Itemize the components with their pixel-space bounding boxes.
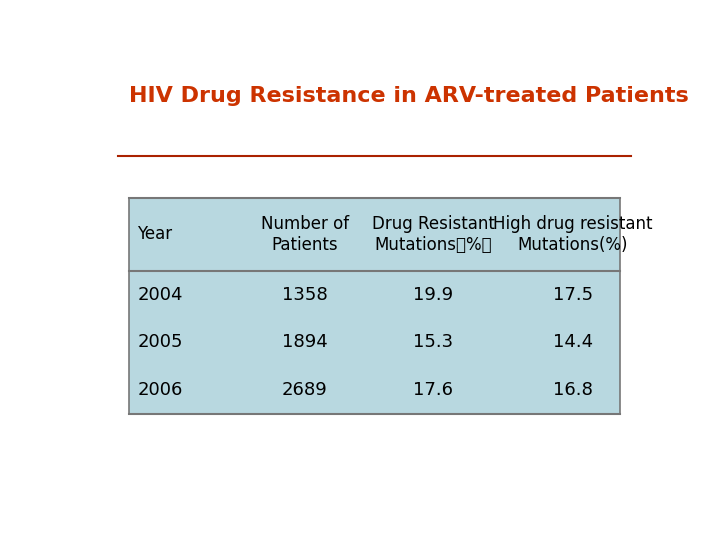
Text: HIV Drug Resistance in ARV-treated Patients: HIV Drug Resistance in ARV-treated Patie… [129,85,689,106]
Text: 14.4: 14.4 [553,333,593,352]
Text: 1358: 1358 [282,286,328,303]
Text: 17.6: 17.6 [413,381,453,399]
FancyBboxPatch shape [129,198,620,414]
Text: Year: Year [138,225,173,243]
Text: 17.5: 17.5 [553,286,593,303]
Text: 15.3: 15.3 [413,333,453,352]
Text: 2004: 2004 [138,286,183,303]
Text: Drug Resistant
Mutations（%）: Drug Resistant Mutations（%） [372,215,495,254]
Text: 2005: 2005 [138,333,183,352]
Text: 19.9: 19.9 [413,286,453,303]
Text: Number of
Patients: Number of Patients [261,215,349,254]
Text: 16.8: 16.8 [553,381,593,399]
Text: 2006: 2006 [138,381,183,399]
Text: 2689: 2689 [282,381,328,399]
Text: High drug resistant
Mutations(%): High drug resistant Mutations(%) [493,215,652,254]
Text: 1894: 1894 [282,333,328,352]
